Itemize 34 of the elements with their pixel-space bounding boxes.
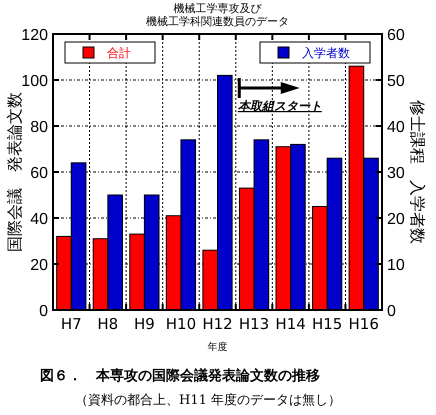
y2-tick-label: 40: [387, 119, 405, 136]
annotation: 本取組スタート: [236, 99, 322, 113]
x-tick-label: H16: [348, 315, 379, 333]
x-axis-title: 年度: [208, 341, 228, 353]
y-tick-label: 80: [30, 119, 48, 136]
legend-label: 入学者数: [302, 46, 350, 60]
y-tick-label: 100: [21, 73, 48, 90]
x-tick-label: H7: [60, 315, 82, 333]
y-tick-label: 60: [30, 165, 48, 182]
y2-tick-label: 30: [387, 165, 405, 182]
y2-tick-label: 10: [387, 257, 405, 274]
y-axis-title: 国際会議 発表論文数: [5, 92, 24, 252]
x-tick-label: H9: [134, 315, 155, 333]
x-tick-label: H8: [97, 315, 118, 333]
y-tick-label: 40: [30, 211, 48, 228]
y2-tick-label: 20: [387, 211, 405, 228]
y2-tick-label: 0: [387, 303, 396, 320]
text: （資料の都合上、H11 年度のデータは無し）: [75, 392, 342, 408]
x-tick-label: H14: [275, 315, 306, 333]
x-tick-label: H15: [312, 315, 342, 333]
chart-title: 機械工学専攻及び機械工学科関連数員のデータ: [146, 2, 289, 28]
caption: 図６． 本専攻の国際会議発表論文数の推移: [40, 367, 320, 384]
y-tick-label: 120: [21, 27, 48, 44]
legend: 合計: [64, 42, 156, 64]
legend-label: 合計: [107, 46, 131, 60]
x-tick-label: H12: [202, 315, 233, 333]
x-tick-label: H13: [238, 315, 270, 333]
legend: 入学者数: [260, 42, 370, 64]
y-tick-label: 20: [30, 257, 48, 274]
y-tick-label: 0: [39, 303, 48, 320]
x-tick-label: H10: [166, 315, 196, 333]
y2-tick-label: 60: [387, 27, 405, 44]
y2-tick-label: 50: [387, 73, 405, 90]
y2-axis-title: 修士課程 入学者数: [408, 100, 427, 244]
